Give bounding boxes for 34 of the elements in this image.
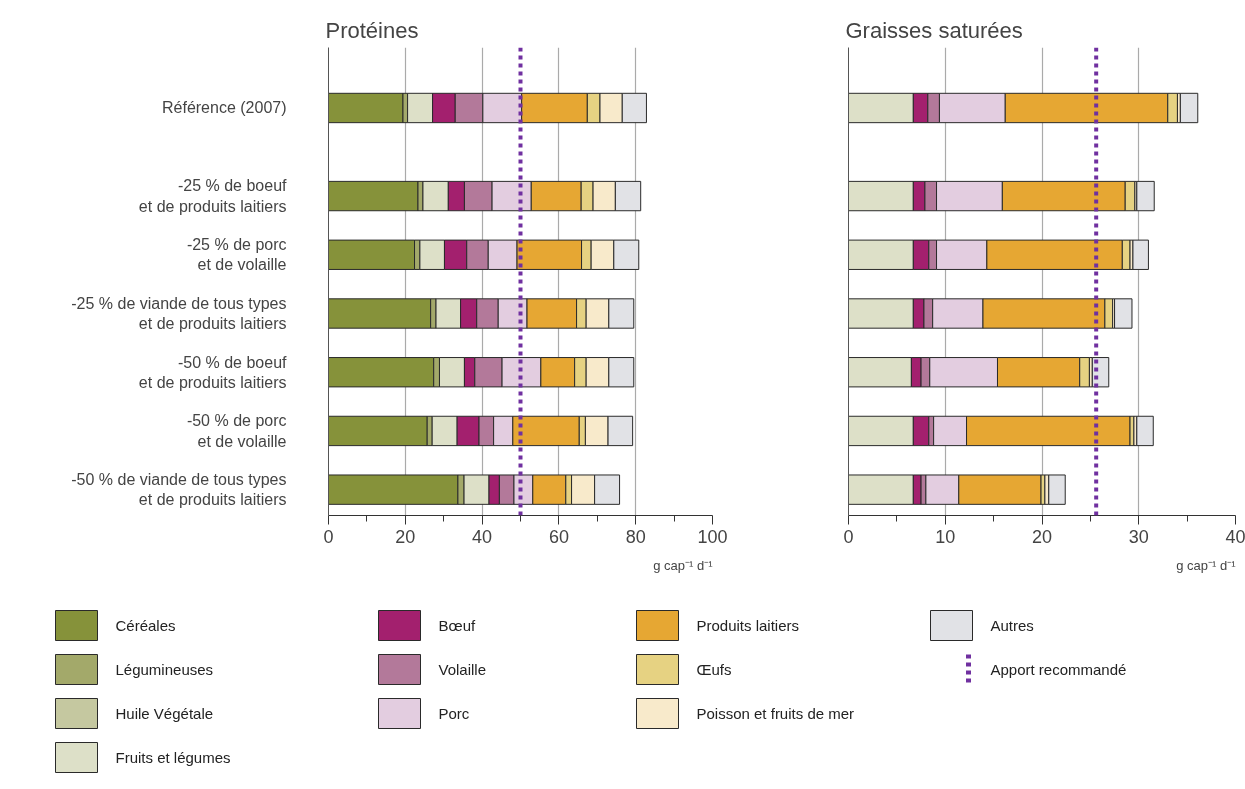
x-tick-label: 30 — [1128, 526, 1149, 547]
x-tick-label: 100 — [697, 526, 728, 547]
x-tick-label: 40 — [472, 526, 493, 547]
y-tick-label: -50 % de boeuf et de produits laitiers — [138, 353, 288, 391]
legend-label: Apport recommandé — [990, 661, 1127, 678]
legend-label: Autres — [990, 617, 1034, 634]
legend-label: Céréales — [115, 617, 176, 634]
x-tick-label: 80 — [625, 526, 646, 547]
legend-label: Poisson et fruits de mer — [696, 705, 855, 722]
legend-label: Légumineuses — [115, 661, 214, 678]
y-tick-label: -25 % de porc et de volaille — [186, 236, 287, 274]
legend-label: Porc — [438, 705, 470, 722]
y-tick-label: -50 % de porc et de volaille — [186, 412, 287, 450]
y-tick-label: Référence (2007) — [161, 99, 287, 117]
legend-label: Œufs — [696, 661, 732, 678]
x-tick-label: 20 — [395, 526, 416, 547]
x-tick-label: 60 — [548, 526, 569, 547]
x-tick-label: 0 — [843, 526, 854, 547]
chart-title: Graisses saturées — [845, 17, 1023, 43]
x-axis-title: g cap⁻¹ d⁻¹ — [1176, 557, 1237, 573]
legend-label: Fruits et légumes — [115, 749, 231, 766]
x-tick-label: 40 — [1225, 526, 1245, 547]
legend-label: Huile Végétale — [115, 705, 214, 722]
x-tick-label: 20 — [1031, 526, 1053, 547]
x-axis-title: g cap⁻¹ d⁻¹ — [653, 557, 714, 573]
legend-label: Volaille — [438, 661, 487, 678]
legend-label: Produits laitiers — [696, 617, 800, 634]
legend-label: Bœuf — [438, 617, 476, 634]
chart-title: Protéines — [325, 17, 419, 43]
y-tick-label: -25 % de viande de tous types et de produits laitiers — [71, 294, 287, 333]
x-tick-label: 10 — [935, 526, 956, 547]
x-tick-label: 0 — [323, 526, 334, 547]
y-tick-label: -25 % de boeuf et de produits laitiers — [138, 177, 288, 215]
y-tick-label: -50 % de viande de tous types et de produits laitiers — [71, 470, 287, 509]
